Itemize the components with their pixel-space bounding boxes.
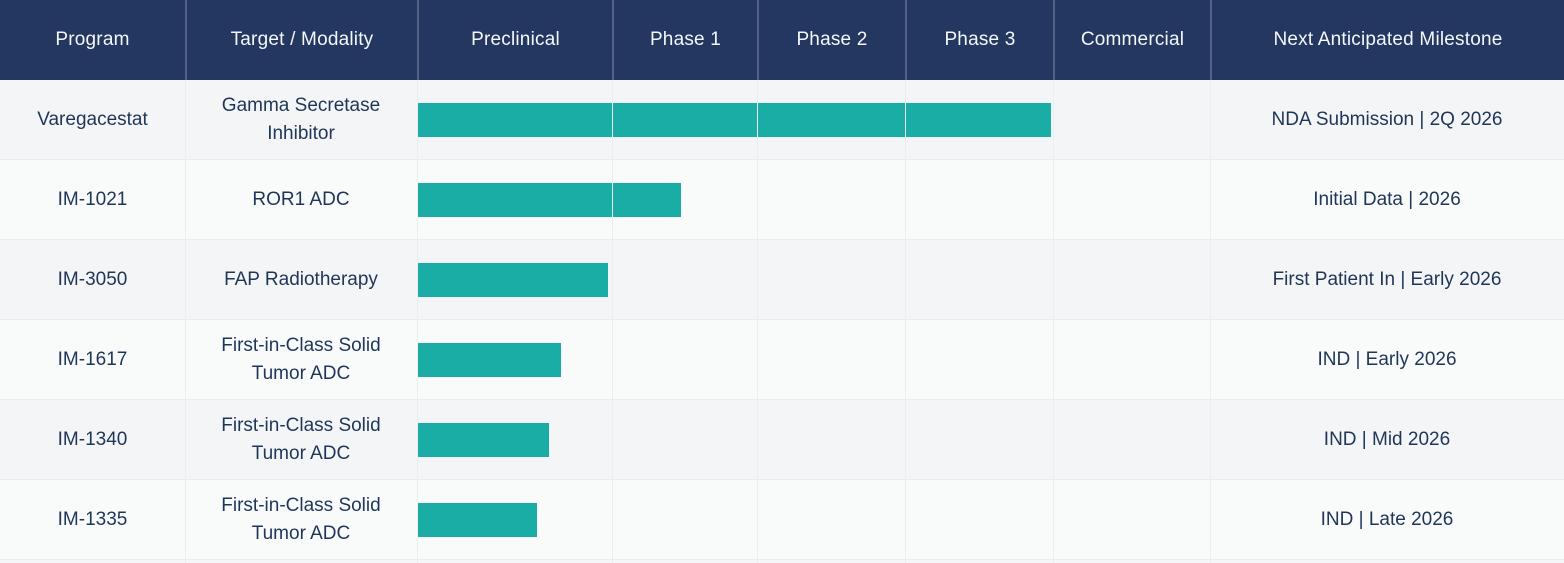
target-modality: FAP Radiotherapy	[224, 268, 378, 290]
phase-progress-bar	[417, 183, 681, 217]
phase-progress-bar	[417, 263, 608, 297]
phase-track	[417, 80, 1210, 159]
phase-track	[417, 480, 1210, 559]
target-modality: First-in-Class Solid Tumor ADC	[221, 414, 381, 464]
column-header-program: Program	[55, 29, 130, 50]
milestone-text: IND | Late 2026	[1320, 508, 1454, 530]
column-header-target-modality: Target / Modality	[185, 0, 417, 80]
column-gridline	[757, 80, 758, 563]
program-name: IM-1335	[57, 508, 128, 530]
pipeline-row: IM-1617 First-in-Class Solid Tumor ADC I…	[0, 320, 1564, 400]
column-gridline	[612, 80, 613, 563]
milestone-text: IND | Mid 2026	[1323, 428, 1451, 450]
pipeline-row: Varegacestat Gamma Secretase Inhibitor N…	[0, 80, 1564, 160]
pipeline-row: IM-1335 First-in-Class Solid Tumor ADC I…	[0, 480, 1564, 560]
pipeline-row: IM-3050 FAP Radiotherapy First Patient I…	[0, 240, 1564, 320]
pipeline-row: IM-1021 ROR1 ADC Initial Data | 2026	[0, 160, 1564, 240]
column-header-commercial: Commercial	[1053, 0, 1210, 80]
column-header-preclinical: Preclinical	[417, 0, 612, 80]
target-modality: First-in-Class Solid Tumor ADC	[221, 334, 381, 384]
column-header-phase-1: Phase 1	[612, 0, 757, 80]
program-name: Varegacestat	[37, 108, 148, 130]
phase-track	[417, 320, 1210, 399]
milestone-text: First Patient In | Early 2026	[1272, 268, 1502, 290]
program-name: IM-1340	[57, 428, 128, 450]
target-modality: First-in-Class Solid Tumor ADC	[221, 494, 381, 544]
program-name: IM-1617	[57, 348, 128, 370]
column-gridline	[1210, 80, 1211, 563]
milestone-text: Initial Data | 2026	[1313, 188, 1461, 210]
phase-progress-bar	[417, 343, 561, 377]
phase-progress-bar	[417, 423, 549, 457]
column-gridline	[185, 80, 186, 563]
program-name: IM-3050	[57, 268, 128, 290]
column-header-milestone: Next Anticipated Milestone	[1210, 0, 1564, 80]
target-modality: ROR1 ADC	[252, 188, 350, 210]
column-gridline	[1053, 80, 1054, 563]
pipeline-body: Varegacestat Gamma Secretase Inhibitor N…	[0, 80, 1564, 563]
column-gridline	[905, 80, 906, 563]
target-modality: Gamma Secretase Inhibitor	[221, 94, 381, 144]
pipeline-header: Program Target / Modality Preclinical Ph…	[0, 0, 1564, 80]
milestone-text: NDA Submission | 2Q 2026	[1271, 108, 1503, 130]
phase-progress-bar	[417, 503, 537, 537]
pipeline-row: IM-1340 First-in-Class Solid Tumor ADC I…	[0, 400, 1564, 480]
phase-track	[417, 160, 1210, 239]
column-header-phase-2: Phase 2	[757, 0, 905, 80]
program-name: IM-1021	[57, 188, 128, 210]
phase-track	[417, 240, 1210, 319]
column-header-phase-3: Phase 3	[905, 0, 1053, 80]
phase-track	[417, 400, 1210, 479]
milestone-text: IND | Early 2026	[1317, 348, 1457, 370]
phase-progress-bar	[417, 103, 1051, 137]
column-gridline	[417, 80, 418, 563]
